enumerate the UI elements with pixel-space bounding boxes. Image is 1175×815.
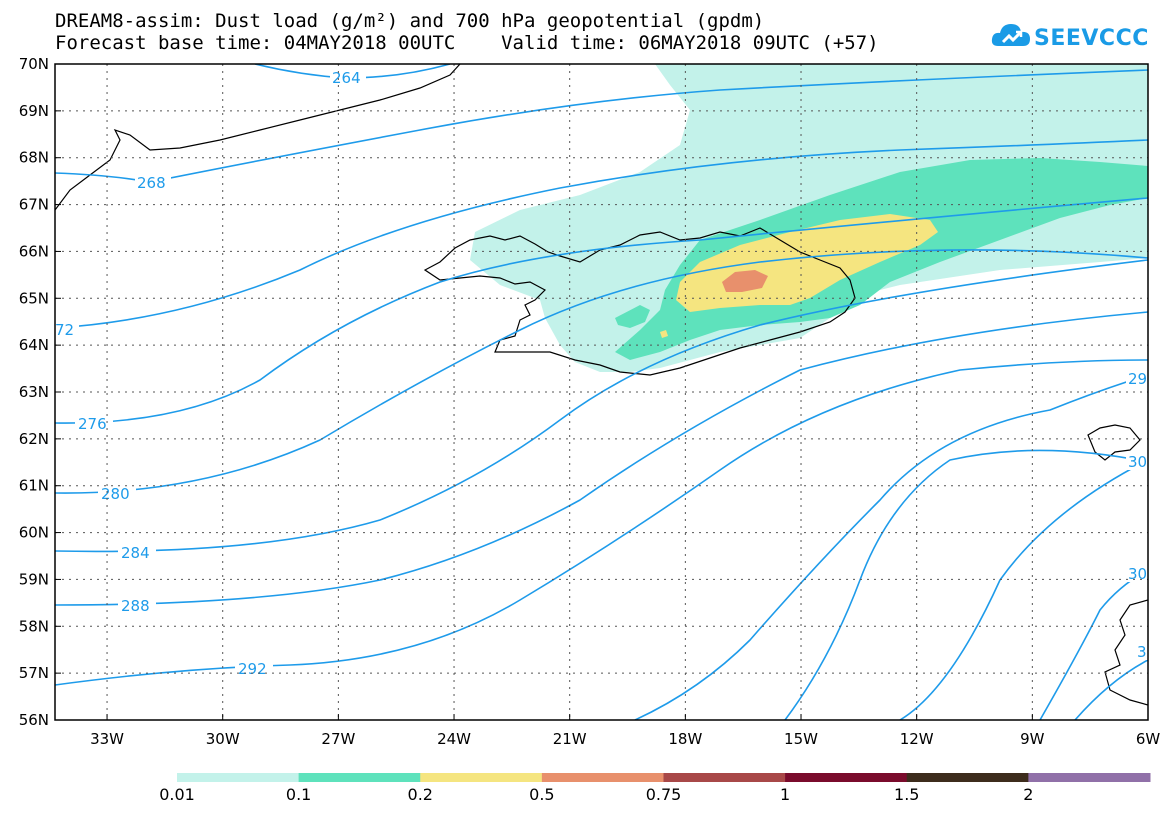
colorbar-swatch: [1028, 773, 1151, 782]
colorbar-label: 0.2: [407, 785, 433, 804]
dust-region-high-2: [660, 330, 668, 338]
contour-308: [1039, 569, 1148, 720]
colorbar-swatch: [298, 773, 421, 782]
cloud-icon: [991, 24, 1030, 46]
colorbar: [177, 773, 1151, 782]
contour-272: [55, 139, 1148, 329]
geopotential-contours: [55, 64, 1148, 720]
lat-label: 60N: [19, 524, 49, 542]
lon-label: 9W: [1020, 730, 1045, 748]
lat-label: 61N: [19, 477, 49, 495]
contour-312: [1074, 659, 1148, 720]
latitude-axis: 70N 69N 68N 67N 66N 65N 64N 63N 62N 61N 60N 59N 58N 5…: [19, 55, 61, 729]
logo-text: SEEVCCC: [1034, 26, 1149, 51]
colorbar-label: 0.01: [159, 785, 195, 804]
colorbar-label: 1: [780, 785, 791, 804]
contour-label-292: 292: [238, 660, 267, 678]
lat-label: 68N: [19, 149, 49, 167]
longitude-axis: 33W 30W 27W 24W 21W 18W 15W 12W 9W 6W: [90, 714, 1160, 748]
graticule: [55, 64, 1148, 720]
contour-280: [55, 249, 1148, 494]
lat-label: 69N: [19, 102, 49, 120]
lon-label: 15W: [784, 730, 818, 748]
colorbar-swatch: [541, 773, 664, 782]
contour-label-264: 264: [332, 69, 361, 87]
lon-label: 21W: [553, 730, 587, 748]
colorbar-swatch: [663, 773, 786, 782]
colorbar-label: 0.5: [529, 785, 555, 804]
contour-label-308: 3: [1137, 643, 1147, 661]
contour-label-296: 29: [1128, 370, 1147, 388]
contour-label-300: 30: [1128, 453, 1147, 471]
colorbar-swatch: [420, 773, 543, 782]
seevccc-logo: SEEVCCC: [990, 18, 1148, 58]
colorbar-label: 0.75: [645, 785, 682, 804]
coastline-greenland: [55, 64, 461, 211]
lat-label: 59N: [19, 570, 49, 588]
lat-label: 67N: [19, 196, 49, 214]
lat-label: 70N: [19, 55, 49, 73]
lat-label: 64N: [19, 336, 49, 354]
coastline-scotland-hebrides: [1104, 599, 1148, 706]
lat-label: 63N: [19, 383, 49, 401]
contour-label-280: 280: [101, 485, 130, 503]
lon-label: 12W: [900, 730, 934, 748]
contour-300: [784, 449, 1148, 720]
dust-region-peak: [722, 270, 768, 292]
lon-label: 24W: [437, 730, 471, 748]
contour-284: [55, 259, 1148, 553]
lat-label: 56N: [19, 711, 49, 729]
contour-304: [899, 459, 1148, 720]
contour-labels: 264 268 72 276 280 284 288 292 29 30 30 …: [55, 68, 1148, 678]
contour-288: [55, 311, 1148, 606]
lon-label: 27W: [321, 730, 355, 748]
lon-label: 18W: [668, 730, 702, 748]
colorbar-label: 1.5: [894, 785, 920, 804]
lat-label: 58N: [19, 617, 49, 635]
lat-label: 62N: [19, 430, 49, 448]
contour-label-276: 276: [78, 415, 107, 433]
coastline-faroes: [1087, 424, 1141, 461]
lon-label: 30W: [206, 730, 240, 748]
contour-label-288: 288: [121, 597, 150, 615]
lat-label: 57N: [19, 664, 49, 682]
colorbar-swatch: [906, 773, 1029, 782]
contour-292: [55, 359, 1148, 686]
dust-region-mid-2: [615, 305, 650, 328]
colorbar-label: 2: [1023, 785, 1034, 804]
lat-label: 66N: [19, 242, 49, 260]
colorbar-label: 0.1: [285, 785, 312, 804]
contour-296: [634, 374, 1148, 720]
contour-label-268: 268: [137, 174, 166, 192]
map-subtitle: Forecast base time: 04MAY2018 00UTC Vali…: [55, 32, 879, 54]
contour-label-284: 284: [121, 544, 150, 562]
contour-label-304: 30: [1128, 565, 1147, 583]
coastline-iceland: [423, 227, 856, 376]
lon-label: 6W: [1136, 730, 1161, 748]
colorbar-swatch: [177, 773, 300, 782]
contour-276: [55, 197, 1148, 424]
lon-label: 33W: [90, 730, 124, 748]
colorbar-swatch: [785, 773, 908, 782]
lat-label: 65N: [19, 289, 49, 307]
contour-label-272: 72: [55, 321, 74, 339]
map-title: DREAM8-assim: Dust load (g/m²) and 700 h…: [55, 10, 765, 32]
